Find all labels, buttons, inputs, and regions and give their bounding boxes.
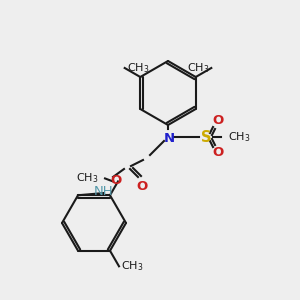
- Text: S: S: [201, 130, 211, 145]
- Text: CH$_3$: CH$_3$: [121, 260, 143, 273]
- Text: NH: NH: [94, 185, 114, 198]
- Text: O: O: [136, 179, 148, 193]
- Text: O: O: [212, 115, 224, 128]
- Text: N: N: [164, 132, 175, 145]
- Text: CH$_3$: CH$_3$: [187, 61, 209, 75]
- Text: CH$_3$: CH$_3$: [76, 172, 98, 185]
- Text: O: O: [212, 146, 224, 160]
- Text: CH$_3$: CH$_3$: [228, 130, 250, 144]
- Text: CH$_3$: CH$_3$: [127, 61, 149, 75]
- Text: O: O: [110, 174, 122, 187]
